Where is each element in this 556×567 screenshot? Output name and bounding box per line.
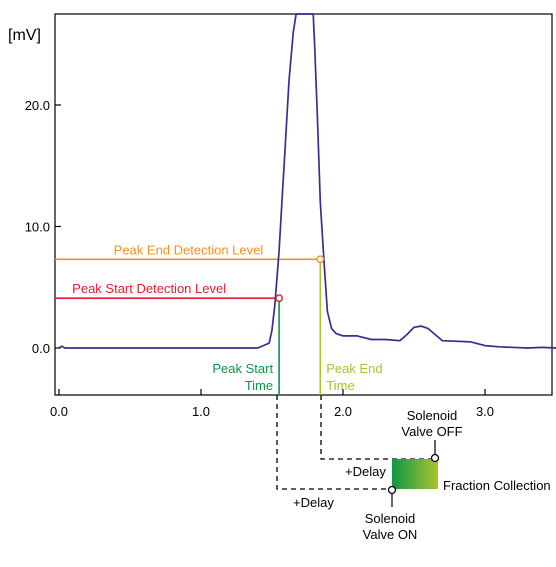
y-tick-label: 0.0 bbox=[32, 341, 50, 356]
x-tick-label: 0.0 bbox=[50, 404, 68, 419]
chromatogram-series-line bbox=[58, 13, 556, 349]
delay-path-start bbox=[276, 395, 392, 490]
fraction-collection-bar bbox=[392, 459, 438, 489]
peak-start-marker bbox=[275, 294, 283, 303]
valve-on-label-1: Solenoid bbox=[365, 511, 416, 526]
delay-path-end bbox=[320, 395, 392, 460]
x-tick-label: 3.0 bbox=[476, 404, 494, 419]
peak-start-time-label-2: Time bbox=[245, 378, 273, 393]
peak-end-time-label-2: Time bbox=[326, 378, 354, 393]
peak-end-time-label-1: Peak End bbox=[326, 361, 382, 376]
plot-frame bbox=[54, 13, 553, 396]
delay-label-top: +Delay bbox=[345, 464, 386, 479]
x-tick-label: 2.0 bbox=[334, 404, 352, 419]
y-axis-label: [mV] bbox=[8, 27, 41, 44]
valve-off-marker bbox=[430, 453, 440, 463]
valve-off-label-2: Valve OFF bbox=[401, 424, 462, 439]
valve-on-label-2: Valve ON bbox=[363, 527, 418, 542]
valve-off-label-1: Solenoid bbox=[407, 408, 458, 423]
fraction-collection-label: Fraction Collection bbox=[443, 478, 551, 493]
peak-start-detection-label: Peak Start Detection Level bbox=[72, 281, 226, 296]
x-tick-label: 1.0 bbox=[192, 404, 210, 419]
delay-label-bottom: +Delay bbox=[293, 495, 334, 510]
y-tick-label: 10.0 bbox=[25, 220, 50, 235]
y-tick-label: 20.0 bbox=[25, 98, 50, 113]
peak-end-marker bbox=[316, 255, 325, 264]
peak-end-detection-label: Peak End Detection Level bbox=[114, 242, 264, 257]
peak-start-time-label-1: Peak Start bbox=[212, 361, 273, 376]
valve-on-marker bbox=[387, 485, 397, 495]
